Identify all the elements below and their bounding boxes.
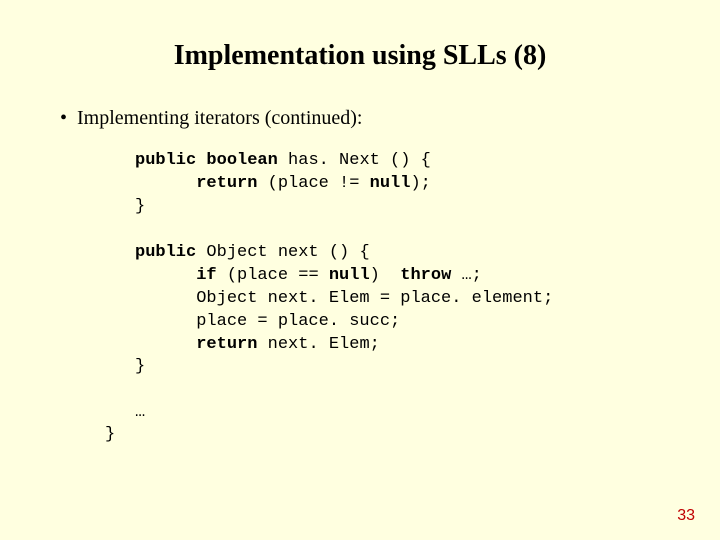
kw-return-2: return — [196, 335, 257, 354]
kw-if: if — [196, 266, 216, 285]
slide-title: Implementation using SLLs (8) — [50, 40, 670, 72]
kw-throw: throw — [400, 266, 451, 285]
bullet-text: Implementing iterators (continued): — [60, 107, 670, 130]
slide-container: Implementation using SLLs (8) Implementi… — [0, 0, 720, 540]
kw-null-2: null — [329, 266, 370, 285]
kw-return-1: return — [196, 174, 257, 193]
code-block: public boolean has. Next () { return (pl… — [135, 150, 670, 425]
kw-boolean: boolean — [206, 151, 277, 170]
page-number: 33 — [677, 507, 695, 525]
closing-brace: } — [105, 425, 670, 444]
kw-null-1: null — [370, 174, 411, 193]
kw-public-2: public — [135, 243, 196, 262]
kw-public-1: public — [135, 151, 196, 170]
